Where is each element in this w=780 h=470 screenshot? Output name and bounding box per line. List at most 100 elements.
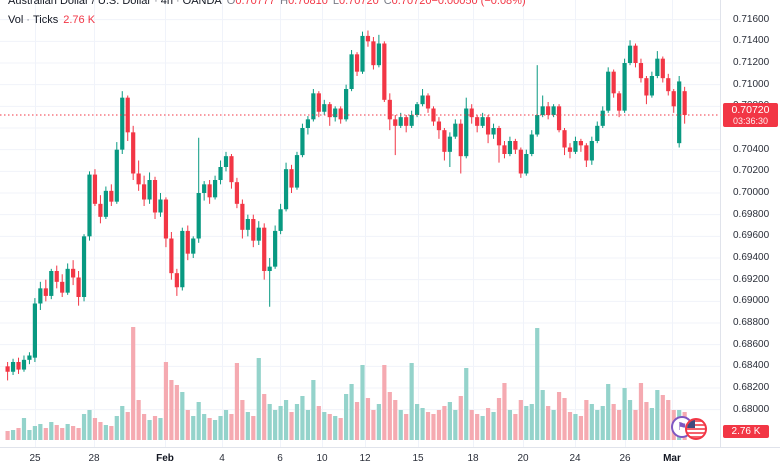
volume-bar — [81, 414, 87, 440]
volume-bar — [453, 410, 458, 440]
candle-body — [562, 130, 567, 148]
candle-body — [273, 230, 278, 267]
symbol-title[interactable]: Australian Dollar / U.S. Dollar — [8, 0, 152, 7]
candle-body — [207, 184, 212, 198]
candle-body — [617, 93, 622, 111]
time-tick-label: 28 — [88, 453, 100, 464]
volume-bar — [485, 408, 491, 440]
volume-bar — [578, 416, 583, 440]
volume-bar — [152, 416, 158, 440]
volume-bar — [234, 363, 240, 440]
candle-body — [103, 190, 108, 217]
candle-body — [344, 89, 349, 120]
interval-label[interactable]: 4h — [160, 0, 173, 7]
volume-bar — [491, 412, 496, 440]
volume-indicator-label[interactable]: Vol — [8, 14, 24, 26]
candle-body — [666, 78, 671, 92]
volume-bar — [267, 404, 272, 440]
volume-bar — [196, 402, 201, 440]
close-value: 0.70720 — [391, 0, 432, 7]
volume-bar — [376, 404, 381, 440]
candle-body — [649, 76, 654, 96]
volume-bar — [398, 410, 403, 440]
volume-bar — [174, 385, 179, 440]
candle-body — [5, 366, 10, 372]
volume-bar — [169, 380, 174, 440]
candle-body — [327, 104, 332, 118]
candle-body — [278, 209, 283, 231]
candle-body — [98, 203, 103, 217]
volume-bar — [322, 412, 327, 440]
candle-body — [524, 154, 529, 174]
price-tick-label: 0.68600 — [733, 338, 770, 350]
volume-bar — [202, 414, 207, 440]
candle-body — [627, 45, 633, 63]
volume-bar — [475, 414, 480, 440]
candle-body — [262, 227, 267, 271]
instrument-logos: ⚑ — [671, 415, 713, 441]
candle-body — [185, 230, 190, 254]
candle-body — [644, 78, 649, 96]
volume-bar — [76, 428, 81, 440]
candle-body — [251, 219, 256, 241]
candle-body — [633, 45, 638, 63]
volume-bar — [415, 404, 420, 440]
candle-body — [371, 41, 376, 66]
candle-body — [682, 91, 687, 115]
volume-badge: 2.76 K — [723, 425, 769, 438]
candle-body — [611, 71, 616, 94]
candle-body — [442, 130, 447, 152]
volume-bar — [180, 392, 185, 440]
volume-bar — [387, 392, 392, 440]
chart-plot-area[interactable]: Australian Dollar / U.S. Dollar · 4h · OANDA… — [0, 0, 720, 447]
volume-bar — [524, 406, 529, 440]
time-axis[interactable]: 25 28 Feb 4 6 10 12 15 18 20 24 26 Mar — [0, 447, 780, 470]
volume-bar — [507, 410, 513, 440]
volume-legend[interactable]: Vol · Ticks 2.76 K — [8, 14, 95, 26]
volume-bar — [32, 426, 37, 440]
volume-bar — [584, 400, 589, 440]
volume-bar — [344, 394, 349, 440]
usd-flag-icon — [685, 418, 707, 440]
volume-bar — [185, 410, 190, 440]
volume-bar — [300, 396, 305, 440]
volume-bar — [371, 410, 376, 440]
volume-bar — [338, 418, 343, 440]
volume-bar — [5, 431, 10, 440]
volume-bar — [305, 410, 310, 440]
volume-bar — [54, 425, 59, 440]
volume-bar — [114, 416, 119, 440]
volume-bar — [120, 406, 125, 440]
candle-body — [10, 362, 16, 372]
symbol-legend[interactable]: Australian Dollar / U.S. Dollar · 4h · OANDA… — [8, 0, 526, 7]
candle-body — [376, 43, 381, 66]
volume-bar — [633, 410, 638, 440]
exchange-label[interactable]: OANDA — [182, 0, 222, 7]
price-axis[interactable]: 0.678000.680000.682000.684000.686000.688… — [720, 0, 780, 447]
volume-bar — [10, 430, 16, 440]
volume-bar — [431, 414, 436, 440]
candle-body — [551, 106, 556, 115]
volume-bar — [38, 424, 43, 440]
volume-bar — [546, 406, 551, 440]
candle-body — [300, 127, 305, 156]
candle-body — [655, 58, 660, 76]
candle-body — [600, 110, 605, 126]
candle-body — [223, 156, 229, 167]
volume-bar — [606, 384, 611, 440]
price-tick-label: 0.68800 — [733, 317, 770, 328]
candle-body — [169, 238, 174, 274]
candle-body — [191, 238, 196, 254]
candle-body — [409, 115, 414, 126]
price-tick-label: 0.71600 — [733, 13, 770, 25]
candle-body — [114, 149, 119, 202]
volume-bar — [436, 410, 442, 440]
candle-body — [49, 271, 54, 296]
price-tick-label: 0.71800 — [733, 0, 769, 3]
volume-bar — [278, 406, 283, 440]
volume-bar — [103, 425, 108, 440]
candle-body — [338, 108, 343, 120]
volume-bar — [87, 410, 92, 440]
volume-bar — [245, 412, 250, 440]
